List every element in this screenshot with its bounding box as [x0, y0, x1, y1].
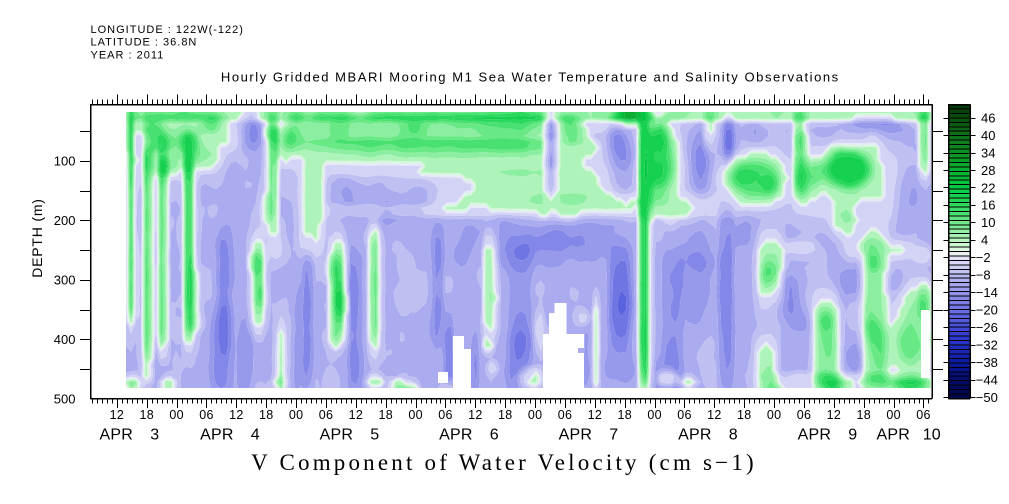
- svg-text:10: 10: [981, 215, 995, 230]
- svg-text:18: 18: [617, 408, 632, 422]
- svg-text:−50: −50: [976, 390, 998, 405]
- svg-text:−32: −32: [976, 337, 998, 352]
- svg-text:00: 00: [886, 408, 901, 422]
- svg-text:LONGITUDE : 122W(-122): LONGITUDE : 122W(-122): [91, 24, 244, 36]
- svg-text:100: 100: [54, 154, 76, 169]
- svg-text:APR: APR: [320, 427, 354, 444]
- svg-text:200: 200: [54, 213, 76, 228]
- svg-text:46: 46: [981, 110, 995, 125]
- svg-text:00: 00: [289, 408, 304, 422]
- svg-text:−26: −26: [976, 320, 998, 335]
- svg-text:00: 00: [169, 408, 184, 422]
- svg-text:22: 22: [981, 180, 995, 195]
- svg-text:APR: APR: [559, 427, 593, 444]
- svg-text:12: 12: [827, 408, 842, 422]
- svg-text:06: 06: [319, 408, 334, 422]
- svg-text:6: 6: [490, 427, 499, 444]
- svg-text:LATITUDE : 36.8N: LATITUDE : 36.8N: [91, 37, 198, 49]
- svg-text:28: 28: [981, 163, 995, 178]
- svg-text:18: 18: [856, 408, 871, 422]
- svg-text:12: 12: [229, 408, 244, 422]
- svg-text:4: 4: [251, 427, 260, 444]
- svg-text:APR: APR: [200, 427, 234, 444]
- svg-text:06: 06: [677, 408, 692, 422]
- svg-text:18: 18: [737, 408, 752, 422]
- svg-text:06: 06: [199, 408, 214, 422]
- svg-text:18: 18: [139, 408, 154, 422]
- svg-text:500: 500: [54, 392, 76, 407]
- svg-text:3: 3: [150, 427, 159, 444]
- svg-text:APR: APR: [439, 427, 473, 444]
- svg-text:9: 9: [848, 427, 857, 444]
- svg-text:00: 00: [647, 408, 662, 422]
- svg-text:00: 00: [767, 408, 782, 422]
- svg-text:18: 18: [259, 408, 274, 422]
- svg-text:06: 06: [797, 408, 812, 422]
- svg-text:YEAR : 2011: YEAR : 2011: [91, 49, 165, 61]
- svg-text:APR: APR: [100, 427, 134, 444]
- svg-text:−38: −38: [976, 355, 998, 370]
- svg-text:12: 12: [110, 408, 125, 422]
- svg-text:−2: −2: [976, 250, 991, 265]
- svg-text:4: 4: [981, 233, 988, 248]
- svg-text:00: 00: [528, 408, 543, 422]
- svg-text:400: 400: [54, 332, 76, 347]
- svg-text:V Component of Water Velocity: V Component of Water Velocity (cm s−1): [251, 450, 757, 475]
- svg-text:−44: −44: [976, 372, 998, 387]
- svg-text:APR: APR: [678, 427, 712, 444]
- svg-text:8: 8: [729, 427, 738, 444]
- svg-text:5: 5: [370, 427, 379, 444]
- svg-text:300: 300: [54, 273, 76, 288]
- svg-text:APR: APR: [877, 427, 911, 444]
- svg-text:06: 06: [916, 408, 931, 422]
- svg-text:16: 16: [981, 198, 995, 213]
- svg-text:12: 12: [588, 408, 603, 422]
- svg-text:12: 12: [349, 408, 364, 422]
- svg-text:10: 10: [923, 427, 941, 444]
- svg-text:06: 06: [558, 408, 573, 422]
- svg-text:34: 34: [981, 145, 995, 160]
- svg-text:7: 7: [609, 427, 618, 444]
- svg-text:12: 12: [468, 408, 483, 422]
- svg-text:−8: −8: [976, 268, 991, 283]
- svg-text:Hourly Gridded MBARI Mooring M: Hourly Gridded MBARI Mooring M1 Sea Wate…: [221, 70, 840, 85]
- svg-text:12: 12: [707, 408, 722, 422]
- svg-text:00: 00: [408, 408, 423, 422]
- svg-text:−20: −20: [976, 303, 998, 318]
- svg-text:APR: APR: [798, 427, 832, 444]
- svg-text:06: 06: [438, 408, 453, 422]
- svg-text:DEPTH (m): DEPTH (m): [29, 198, 45, 278]
- svg-text:−14: −14: [976, 285, 998, 300]
- svg-text:18: 18: [378, 408, 393, 422]
- svg-text:40: 40: [981, 128, 995, 143]
- svg-text:18: 18: [498, 408, 513, 422]
